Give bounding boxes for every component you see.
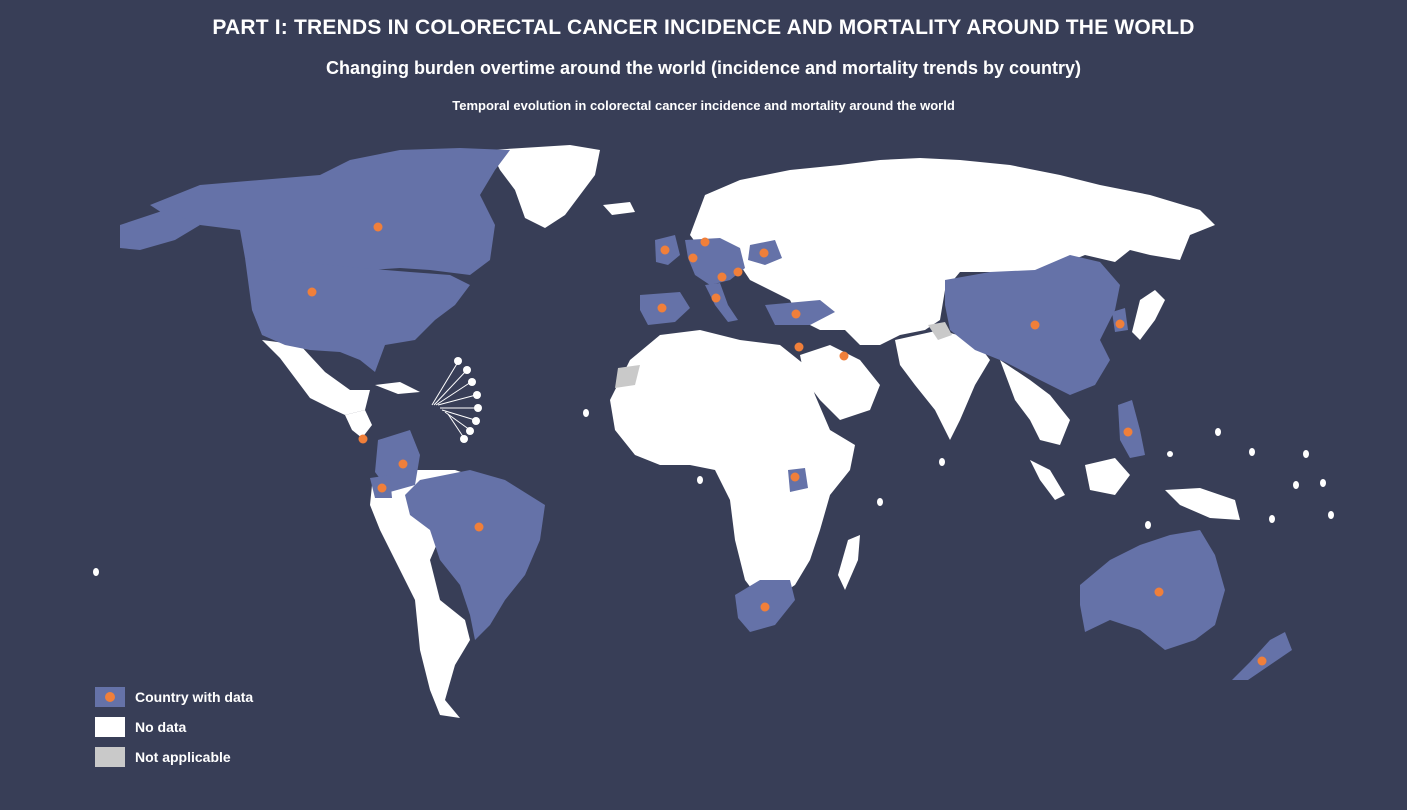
region-mexico	[262, 340, 370, 415]
region-new-guinea	[1165, 488, 1240, 520]
region-central-america	[345, 410, 372, 438]
marker-china	[1030, 320, 1040, 330]
legend-item-no-data: No data	[95, 716, 253, 738]
region-sumatra	[1030, 460, 1065, 500]
marker-new-zealand	[1257, 656, 1267, 666]
region-india	[895, 330, 990, 440]
region-western-sahara	[615, 365, 640, 388]
island-dot	[1320, 479, 1326, 487]
island-marker	[474, 404, 482, 412]
island-dot	[1293, 481, 1299, 489]
marker-australia	[1154, 587, 1164, 597]
map-caption: Temporal evolution in colorectal cancer …	[452, 98, 955, 113]
island-dot	[877, 498, 883, 506]
legend-swatch-with-data	[95, 687, 125, 707]
map-legend: Country with data No data Not applicable	[95, 686, 253, 776]
region-brazil	[405, 470, 545, 640]
marker-uganda	[790, 472, 800, 482]
legend-label: Country with data	[135, 689, 254, 705]
island-marker	[454, 357, 462, 365]
region-japan	[1132, 290, 1165, 340]
marker-south-africa	[760, 602, 770, 612]
marker-philippines	[1123, 427, 1133, 437]
marker-netherlands	[700, 237, 710, 247]
marker-canada	[373, 222, 383, 232]
legend-marker-dot	[105, 692, 115, 702]
island-dot	[1303, 450, 1309, 458]
marker-spain	[657, 303, 667, 313]
region-borneo	[1085, 458, 1130, 495]
region-scandinavia	[700, 190, 770, 240]
legend-label: No data	[135, 719, 187, 735]
island-marker	[466, 427, 474, 435]
region-cuba	[375, 382, 420, 394]
legend-swatch-not-applicable	[95, 747, 125, 767]
region-western-europe	[685, 238, 745, 285]
region-new-zealand	[1232, 632, 1292, 680]
no-data-regions	[262, 145, 1240, 718]
island-dot	[939, 458, 945, 466]
region-usa	[245, 258, 470, 372]
data-regions	[120, 148, 1292, 680]
marker-france	[688, 253, 698, 263]
region-iceland	[603, 202, 635, 215]
legend-label: Not applicable	[135, 749, 231, 765]
not-applicable-regions	[615, 322, 952, 388]
marker-israel	[794, 342, 804, 352]
island-marker	[463, 366, 471, 374]
island-dot	[1167, 451, 1173, 457]
region-madagascar	[838, 535, 860, 590]
region-eurasia	[690, 158, 1215, 345]
island-marker	[460, 435, 468, 443]
island-marker	[472, 417, 480, 425]
region-africa	[610, 330, 855, 600]
island-dot	[1249, 448, 1255, 456]
region-canada	[150, 148, 510, 275]
region-south-america	[370, 470, 485, 718]
marker-belarus	[759, 248, 769, 258]
region-greenland	[490, 145, 600, 228]
region-australia	[1080, 530, 1225, 650]
island-dot	[1328, 511, 1334, 519]
marker-usa	[307, 287, 317, 297]
marker-ecuador	[377, 483, 387, 493]
page-title: PART I: TRENDS IN COLORECTAL CANCER INCI…	[212, 16, 1195, 39]
marker-italy	[711, 293, 721, 303]
data-markers	[307, 222, 1267, 666]
caribbean-island-markers	[454, 357, 482, 443]
marker-austria	[717, 272, 727, 282]
legend-swatch-no-data	[95, 717, 125, 737]
region-philippines	[1118, 400, 1145, 458]
marker-central-america	[358, 434, 368, 444]
region-southeast-asia	[1000, 360, 1070, 445]
island-dot	[697, 476, 703, 484]
marker-turkey	[791, 309, 801, 319]
region-arabia	[800, 345, 880, 420]
legend-item-not-applicable: Not applicable	[95, 746, 253, 768]
marker-brazil	[474, 522, 484, 532]
marker-kuwait	[839, 351, 849, 361]
region-italy	[705, 283, 738, 322]
legend-item-with-data: Country with data	[95, 686, 253, 708]
marker-korea	[1115, 319, 1125, 329]
marker-slovakia	[733, 267, 743, 277]
marker-colombia	[398, 459, 408, 469]
island-dots	[93, 409, 1334, 576]
island-marker	[468, 378, 476, 386]
island-marker	[473, 391, 481, 399]
region-alaska	[120, 210, 200, 250]
marker-uk	[660, 245, 670, 255]
island-dot	[583, 409, 589, 417]
island-dot	[1145, 521, 1151, 529]
page-subtitle: Changing burden overtime around the worl…	[325, 58, 1082, 78]
region-kashmir	[928, 322, 952, 340]
caribbean-callouts	[431, 361, 477, 439]
island-dot	[1269, 515, 1275, 523]
island-dot	[93, 568, 99, 576]
island-dot	[1215, 428, 1221, 436]
